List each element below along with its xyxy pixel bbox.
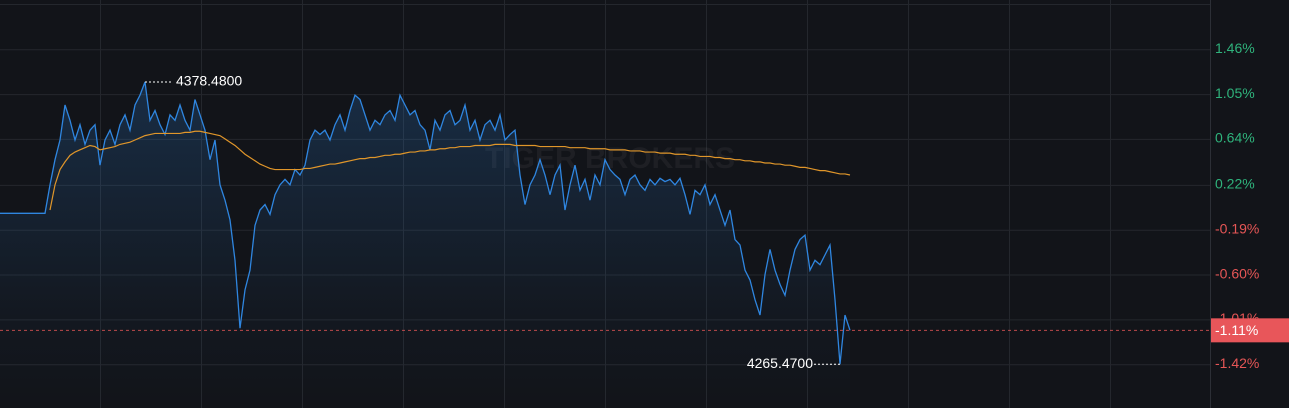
last-price-box	[1211, 318, 1289, 343]
high-label: 4378.4800	[176, 73, 242, 89]
y-tick-label: 1.05%	[1215, 85, 1255, 101]
y-tick-label: -0.19%	[1215, 220, 1259, 236]
y-tick-label: -1.42%	[1215, 355, 1259, 371]
y-tick-label: 0.22%	[1215, 176, 1255, 192]
average-line	[49, 130, 851, 211]
area-fill	[0, 82, 850, 408]
y-tick-label: 1.46%	[1215, 40, 1255, 56]
y-tick-label: 0.64%	[1215, 130, 1255, 146]
price-line	[0, 81, 851, 365]
last-price-label: -1.11%	[1215, 322, 1258, 338]
y-tick-label: -0.60%	[1215, 265, 1259, 281]
low-label: 4265.4700	[747, 355, 813, 371]
